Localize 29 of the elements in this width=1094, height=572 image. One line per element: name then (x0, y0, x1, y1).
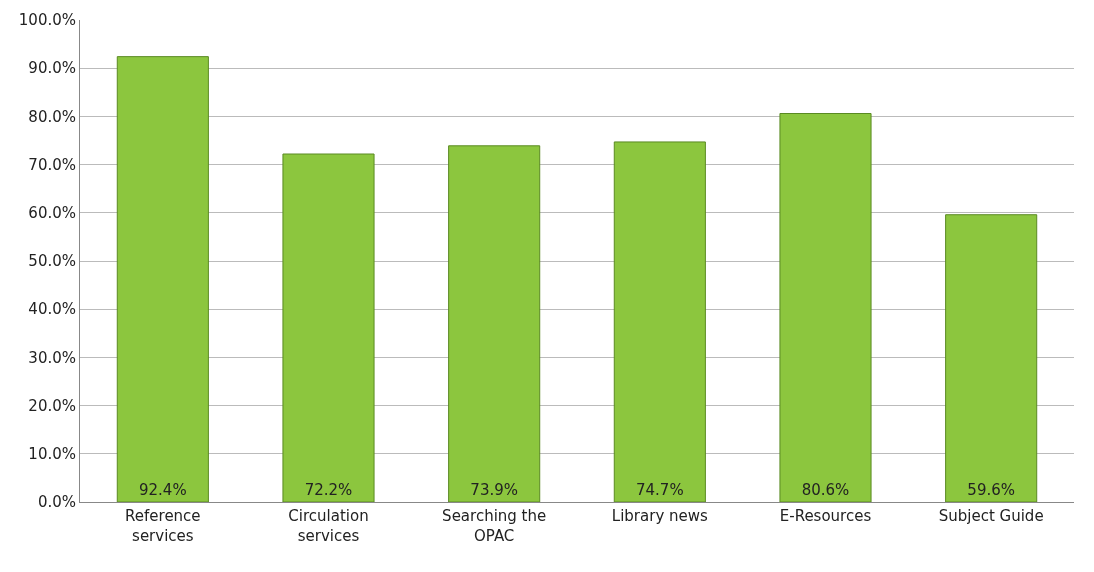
x-tick-label: Circulation services (288, 507, 369, 545)
x-tick-label: E-Resources (779, 507, 872, 525)
data-label: 72.2% (304, 481, 353, 499)
bar (945, 214, 1038, 502)
x-tick-label: Library news (611, 507, 709, 525)
y-tick-label: 60.0% (28, 204, 76, 223)
data-label: 80.6% (801, 481, 850, 499)
bar (613, 141, 706, 502)
y-tick-label: 0.0% (37, 493, 76, 512)
bar (282, 153, 375, 502)
y-tick-label: 90.0% (28, 59, 76, 78)
x-tick-label: Subject Guide (938, 507, 1044, 525)
y-tick-label: 100.0% (18, 11, 76, 30)
bar (116, 56, 209, 502)
bar (779, 113, 872, 502)
y-tick-label: 70.0% (28, 155, 76, 174)
data-label: 74.7% (636, 481, 684, 499)
y-tick-label: 10.0% (28, 445, 76, 464)
bar (448, 145, 541, 502)
y-tick-label: 20.0% (28, 396, 76, 415)
y-tick-label: 30.0% (28, 348, 76, 367)
data-label: 92.4% (139, 481, 187, 499)
y-tick-label: 80.0% (28, 107, 76, 126)
x-tick-label: Reference services (125, 507, 201, 545)
y-tick-label: 40.0% (28, 300, 76, 319)
y-tick-label: 50.0% (28, 252, 76, 271)
data-label: 59.6% (967, 481, 1015, 499)
data-label: 73.9% (470, 481, 518, 499)
x-tick-label: Searching the OPAC (442, 507, 547, 545)
